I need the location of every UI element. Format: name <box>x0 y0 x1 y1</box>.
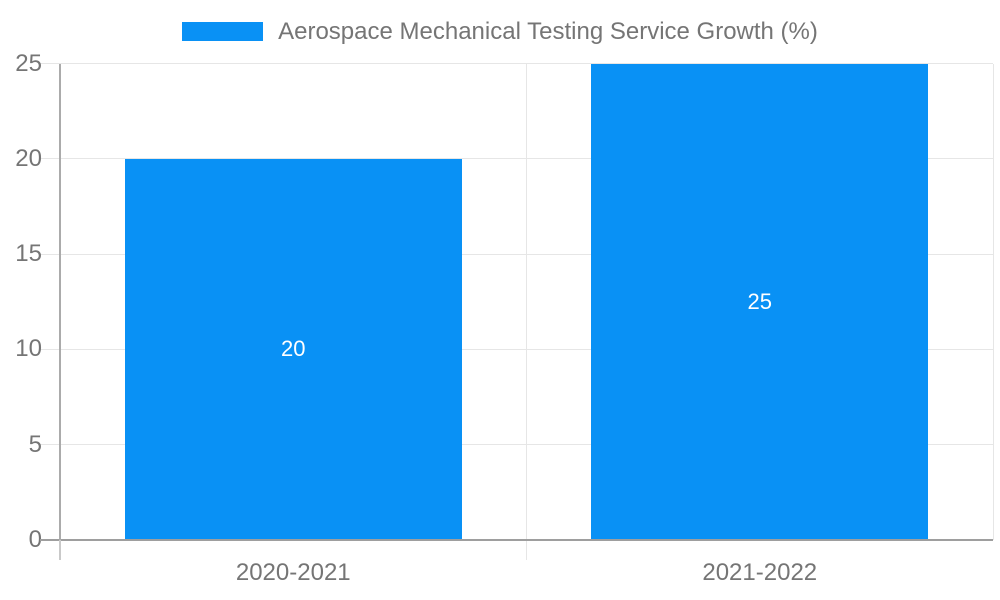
category-tick <box>526 540 527 560</box>
y-axis-tick-label: 25 <box>15 49 42 77</box>
y-axis-tail <box>59 540 61 560</box>
bar-value-label: 25 <box>747 288 772 314</box>
category-gridline <box>526 63 527 540</box>
y-axis-tick-label: 20 <box>15 144 42 172</box>
legend-swatch <box>182 22 264 41</box>
plot-right-border <box>993 63 994 540</box>
x-axis-category-label: 2021-2022 <box>702 559 818 586</box>
y-axis-tick-label: 15 <box>15 240 42 268</box>
y-axis-tick-label: 10 <box>15 335 42 363</box>
chart-legend[interactable]: Aerospace Mechanical Testing Service Gro… <box>0 18 1000 45</box>
bar[interactable] <box>124 158 462 540</box>
gridline <box>40 253 993 255</box>
y-axis-line <box>59 63 61 540</box>
y-axis-tick-label: 5 <box>28 430 42 458</box>
bar[interactable] <box>591 63 929 540</box>
bar-value-label: 20 <box>281 336 306 362</box>
x-axis-line <box>40 539 993 541</box>
gridline <box>40 158 993 160</box>
legend-label: Aerospace Mechanical Testing Service Gro… <box>278 18 818 45</box>
x-axis-category-label: 2020-2021 <box>235 559 351 586</box>
gridline <box>40 348 993 350</box>
gridline <box>40 63 993 64</box>
gridline <box>40 444 993 446</box>
y-axis-tick-label: 0 <box>28 526 42 553</box>
